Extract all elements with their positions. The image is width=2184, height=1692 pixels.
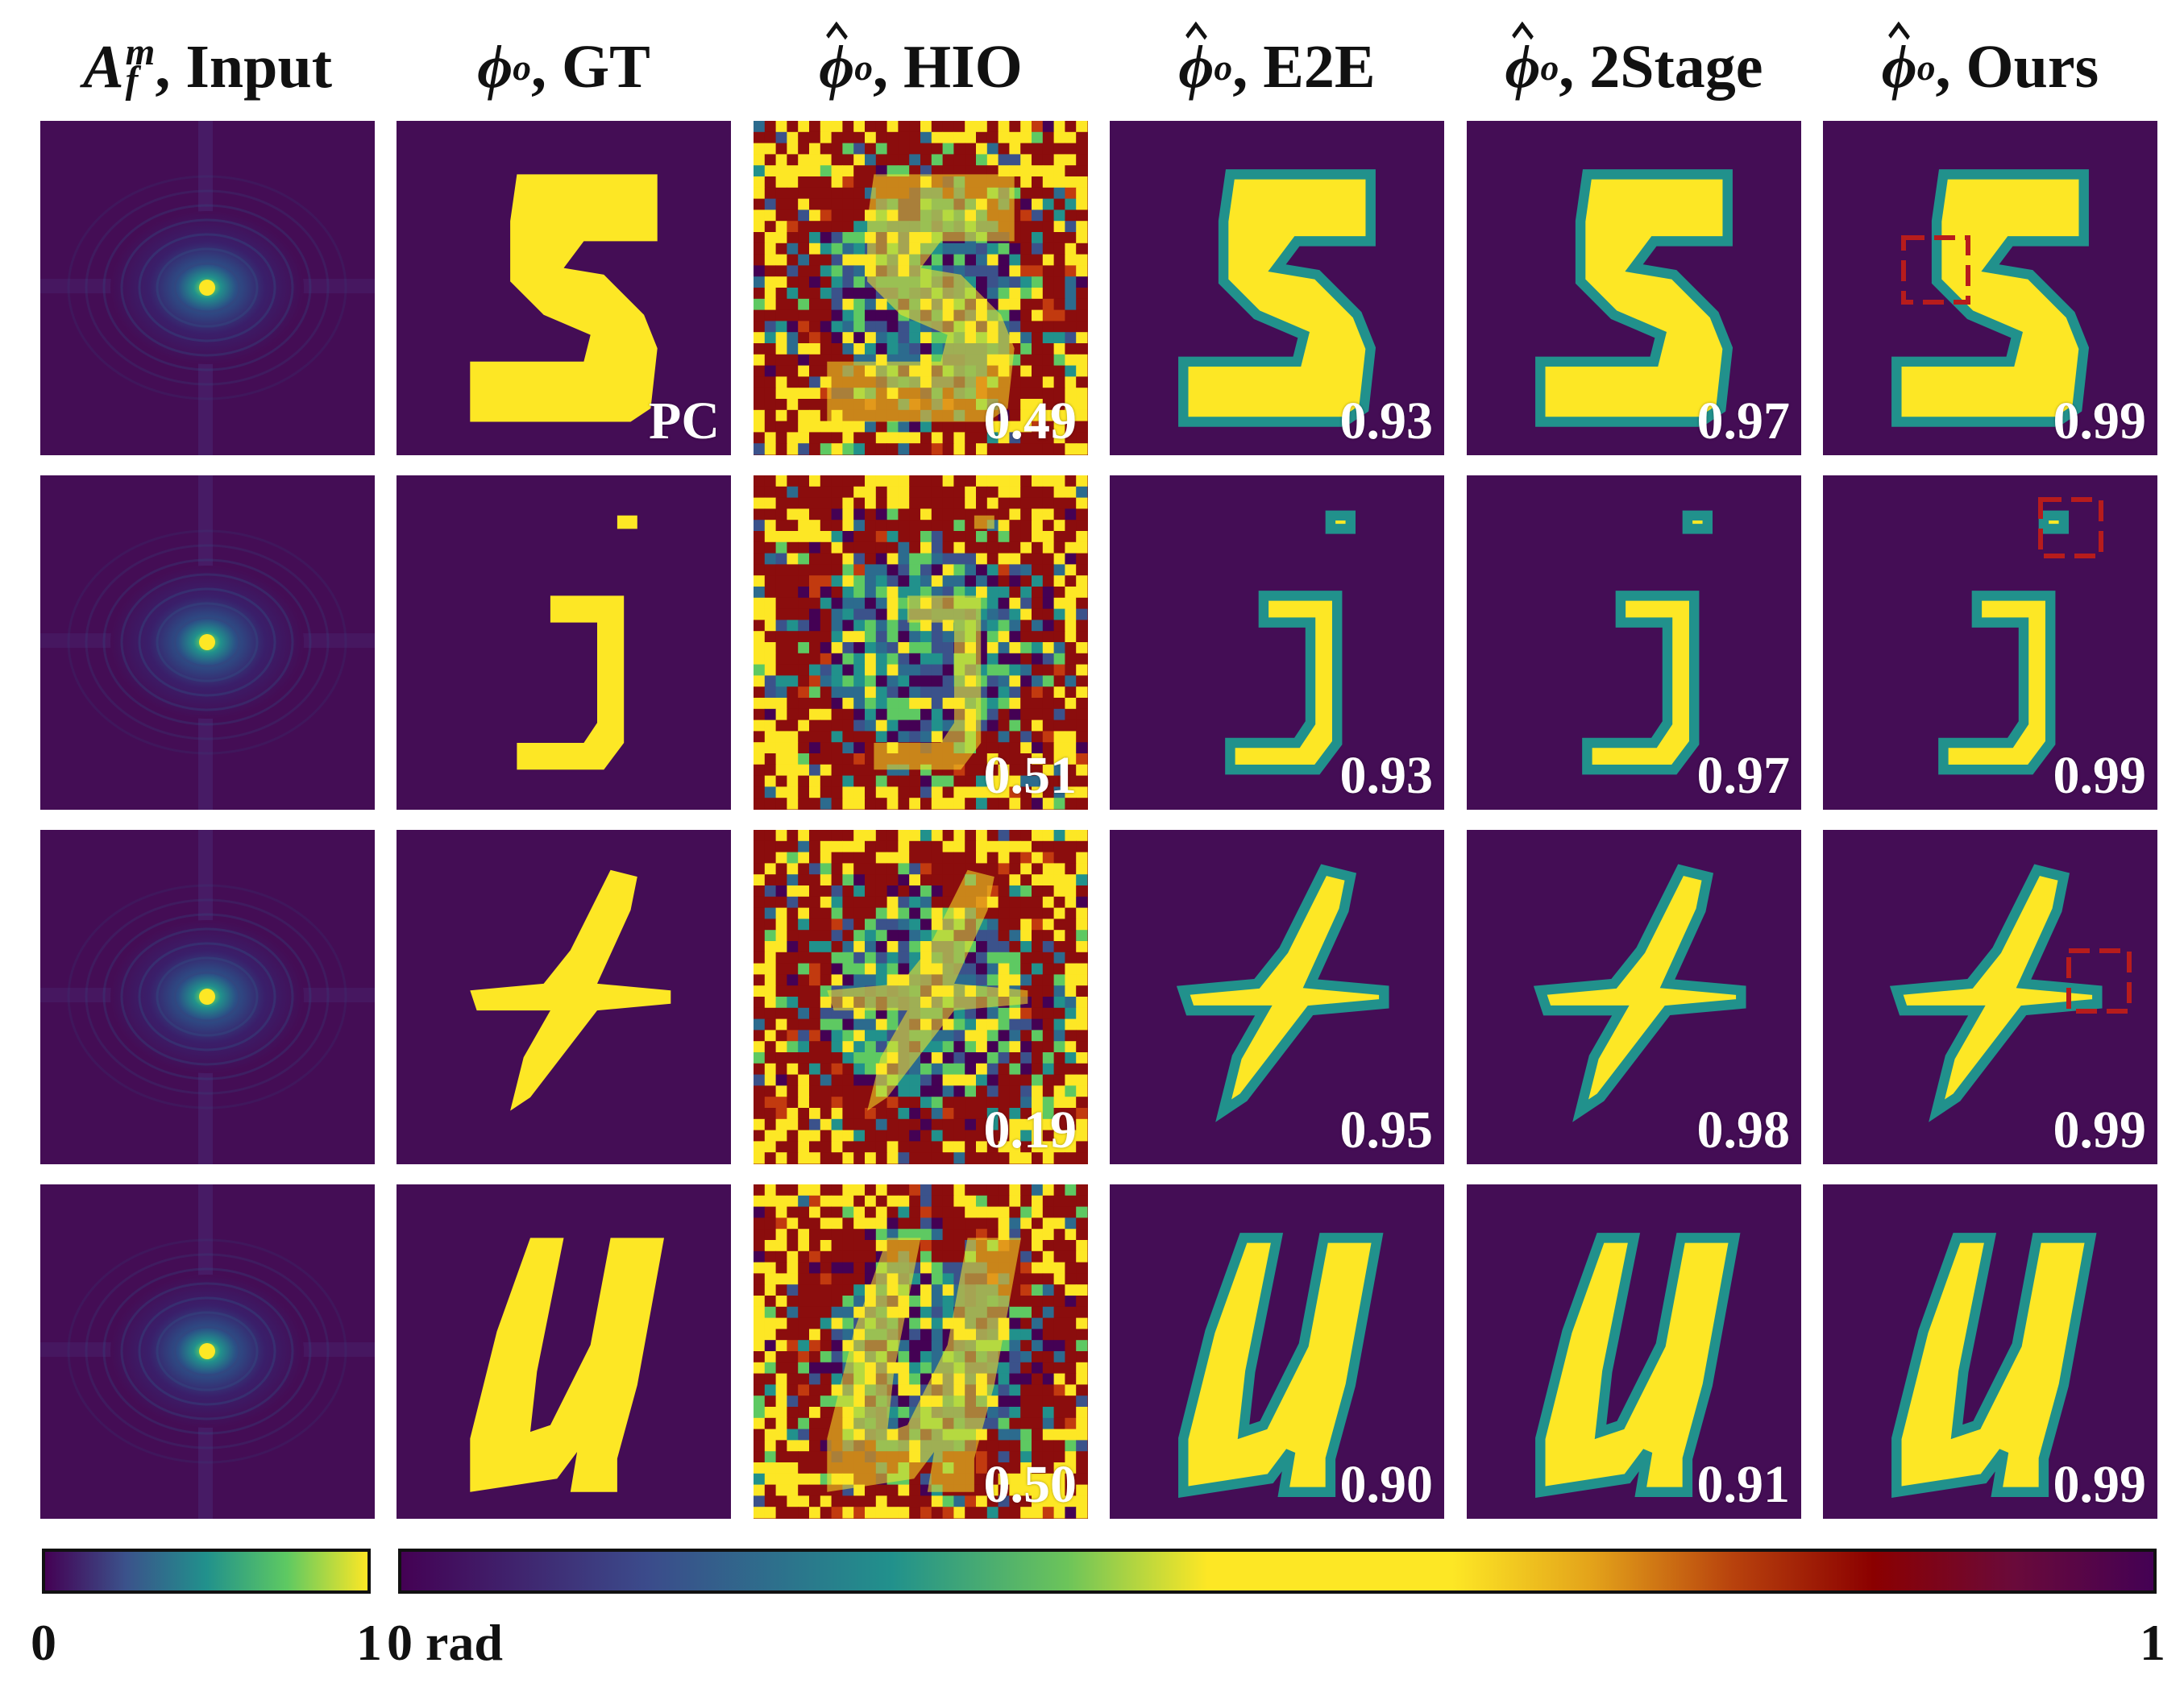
panel-r4-c1 xyxy=(40,1184,375,1519)
panel-r4-c4: 0.90 xyxy=(1110,1184,1444,1519)
panel-image xyxy=(754,1184,1088,1519)
panel-image xyxy=(1823,1184,2157,1519)
panel-image xyxy=(1823,475,2157,810)
panel-r3-c6: 0.99 xyxy=(1823,830,2157,1164)
panel-image xyxy=(1467,830,1801,1164)
panel-r1-c4: 0.93 xyxy=(1110,121,1444,455)
panel-r2-c2 xyxy=(397,475,731,810)
header-sub: o xyxy=(1214,46,1233,88)
score-label: 0.50 xyxy=(983,1455,1077,1514)
score-label: 0.49 xyxy=(983,392,1077,450)
panel-image xyxy=(1467,1184,1801,1519)
column-header-input: A m f , Input xyxy=(40,23,375,111)
panel-image xyxy=(40,830,375,1164)
panel-image xyxy=(397,1184,731,1519)
panel-image xyxy=(1467,121,1801,455)
score-label: 0.93 xyxy=(1339,392,1434,450)
panel-image xyxy=(40,1184,375,1519)
panel-image xyxy=(754,475,1088,810)
header-sub: o xyxy=(513,46,531,88)
header-sub: o xyxy=(1540,46,1559,88)
panel-image xyxy=(1823,830,2157,1164)
score-label: 0.19 xyxy=(983,1101,1077,1159)
score-label: 0.91 xyxy=(1696,1455,1791,1514)
header-symbol: ϕ xyxy=(1505,32,1541,101)
score-label: 0.98 xyxy=(1696,1101,1791,1159)
panel-r4-c5: 0.91 xyxy=(1467,1184,1801,1519)
header-symbol: ϕ xyxy=(1178,32,1214,101)
score-label: PC xyxy=(649,392,720,450)
panel-r2-c1 xyxy=(40,475,375,810)
score-label: 0.97 xyxy=(1696,392,1791,450)
colorbar-phase-min: 0 rad xyxy=(387,1614,503,1671)
panel-r3-c5: 0.98 xyxy=(1467,830,1801,1164)
panel-image xyxy=(397,475,731,810)
panel-r3-c3: 0.19 xyxy=(754,830,1088,1164)
panel-r2-c3: 0.51 xyxy=(754,475,1088,810)
score-label: 0.95 xyxy=(1339,1101,1434,1159)
header-label: , Input xyxy=(155,32,333,101)
panel-image xyxy=(1467,475,1801,810)
header-symbol: ϕ xyxy=(819,32,855,101)
panel-r2-c5: 0.97 xyxy=(1467,475,1801,810)
panel-r2-c6: 0.99 xyxy=(1823,475,2157,810)
score-label: 0.99 xyxy=(2053,746,2147,805)
panel-r3-c1 xyxy=(40,830,375,1164)
panel-image xyxy=(754,830,1088,1164)
panel-r4-c2 xyxy=(397,1184,731,1519)
header-symbol: ϕ xyxy=(477,32,513,101)
panel-r4-c6: 0.99 xyxy=(1823,1184,2157,1519)
panel-image xyxy=(397,830,731,1164)
panel-image xyxy=(1823,121,2157,455)
panel-r1-c2: PC xyxy=(397,121,731,455)
panel-image xyxy=(1110,830,1444,1164)
panel-r3-c2 xyxy=(397,830,731,1164)
header-super: m xyxy=(125,31,156,73)
panel-image xyxy=(1110,121,1444,455)
colorbar-phase-max: 1 xyxy=(2140,1614,2165,1671)
header-label: , Ours xyxy=(1935,32,2099,101)
panel-r1-c5: 0.97 xyxy=(1467,121,1801,455)
header-label: , 2Stage xyxy=(1559,32,1763,101)
colorbar-phase xyxy=(398,1549,2157,1594)
score-label: 0.99 xyxy=(2053,392,2147,450)
panel-r1-c1 xyxy=(40,121,375,455)
score-label: 0.51 xyxy=(983,746,1077,805)
score-label: 0.99 xyxy=(2053,1101,2147,1159)
score-label: 0.93 xyxy=(1339,746,1434,805)
colorbar-input-max: 1 xyxy=(356,1614,382,1671)
header-label: , HIO xyxy=(872,32,1023,101)
header-sub: o xyxy=(854,46,873,88)
header-sub: f xyxy=(125,60,139,102)
panel-image xyxy=(397,121,731,455)
header-symbol: ϕ xyxy=(1881,32,1917,101)
panel-image xyxy=(40,475,375,810)
header-sub: o xyxy=(1916,46,1936,88)
score-label: 0.90 xyxy=(1339,1455,1434,1514)
panel-r2-c4: 0.93 xyxy=(1110,475,1444,810)
panel-r4-c3: 0.50 xyxy=(754,1184,1088,1519)
panel-r1-c6: 0.99 xyxy=(1823,121,2157,455)
panel-image xyxy=(1110,1184,1444,1519)
panel-r3-c4: 0.95 xyxy=(1110,830,1444,1164)
score-label: 0.97 xyxy=(1696,746,1791,805)
panel-image xyxy=(1110,475,1444,810)
colorbar-input-min: 0 xyxy=(31,1614,56,1671)
colorbar-input xyxy=(42,1549,371,1594)
header-label: , E2E xyxy=(1232,32,1376,101)
panel-r1-c3: 0.49 xyxy=(754,121,1088,455)
header-supsub: m f xyxy=(125,31,156,102)
header-label: , GT xyxy=(530,32,650,101)
score-label: 0.99 xyxy=(2053,1455,2147,1514)
panel-image xyxy=(754,121,1088,455)
panel-image xyxy=(40,121,375,455)
header-symbol: A xyxy=(82,32,124,101)
